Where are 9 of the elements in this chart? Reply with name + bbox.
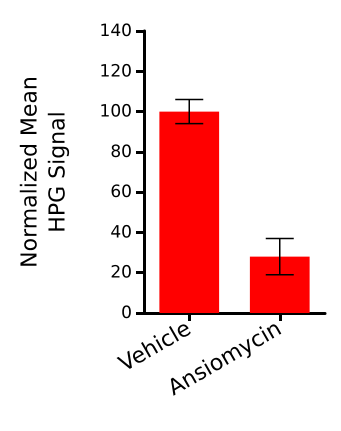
y-tick-label: 140: [100, 21, 132, 41]
y-tick-label: 20: [110, 262, 132, 283]
y-tick-label: 60: [110, 182, 132, 202]
y-tick-label: 100: [100, 102, 132, 122]
y-tick-label: 40: [110, 222, 132, 242]
y-tick-label: 120: [100, 61, 132, 82]
y-axis-title: Normalized Mean HPG Signal: [18, 76, 70, 268]
y-tick-label: 0: [121, 303, 132, 323]
y-tick-label: 80: [110, 142, 132, 162]
